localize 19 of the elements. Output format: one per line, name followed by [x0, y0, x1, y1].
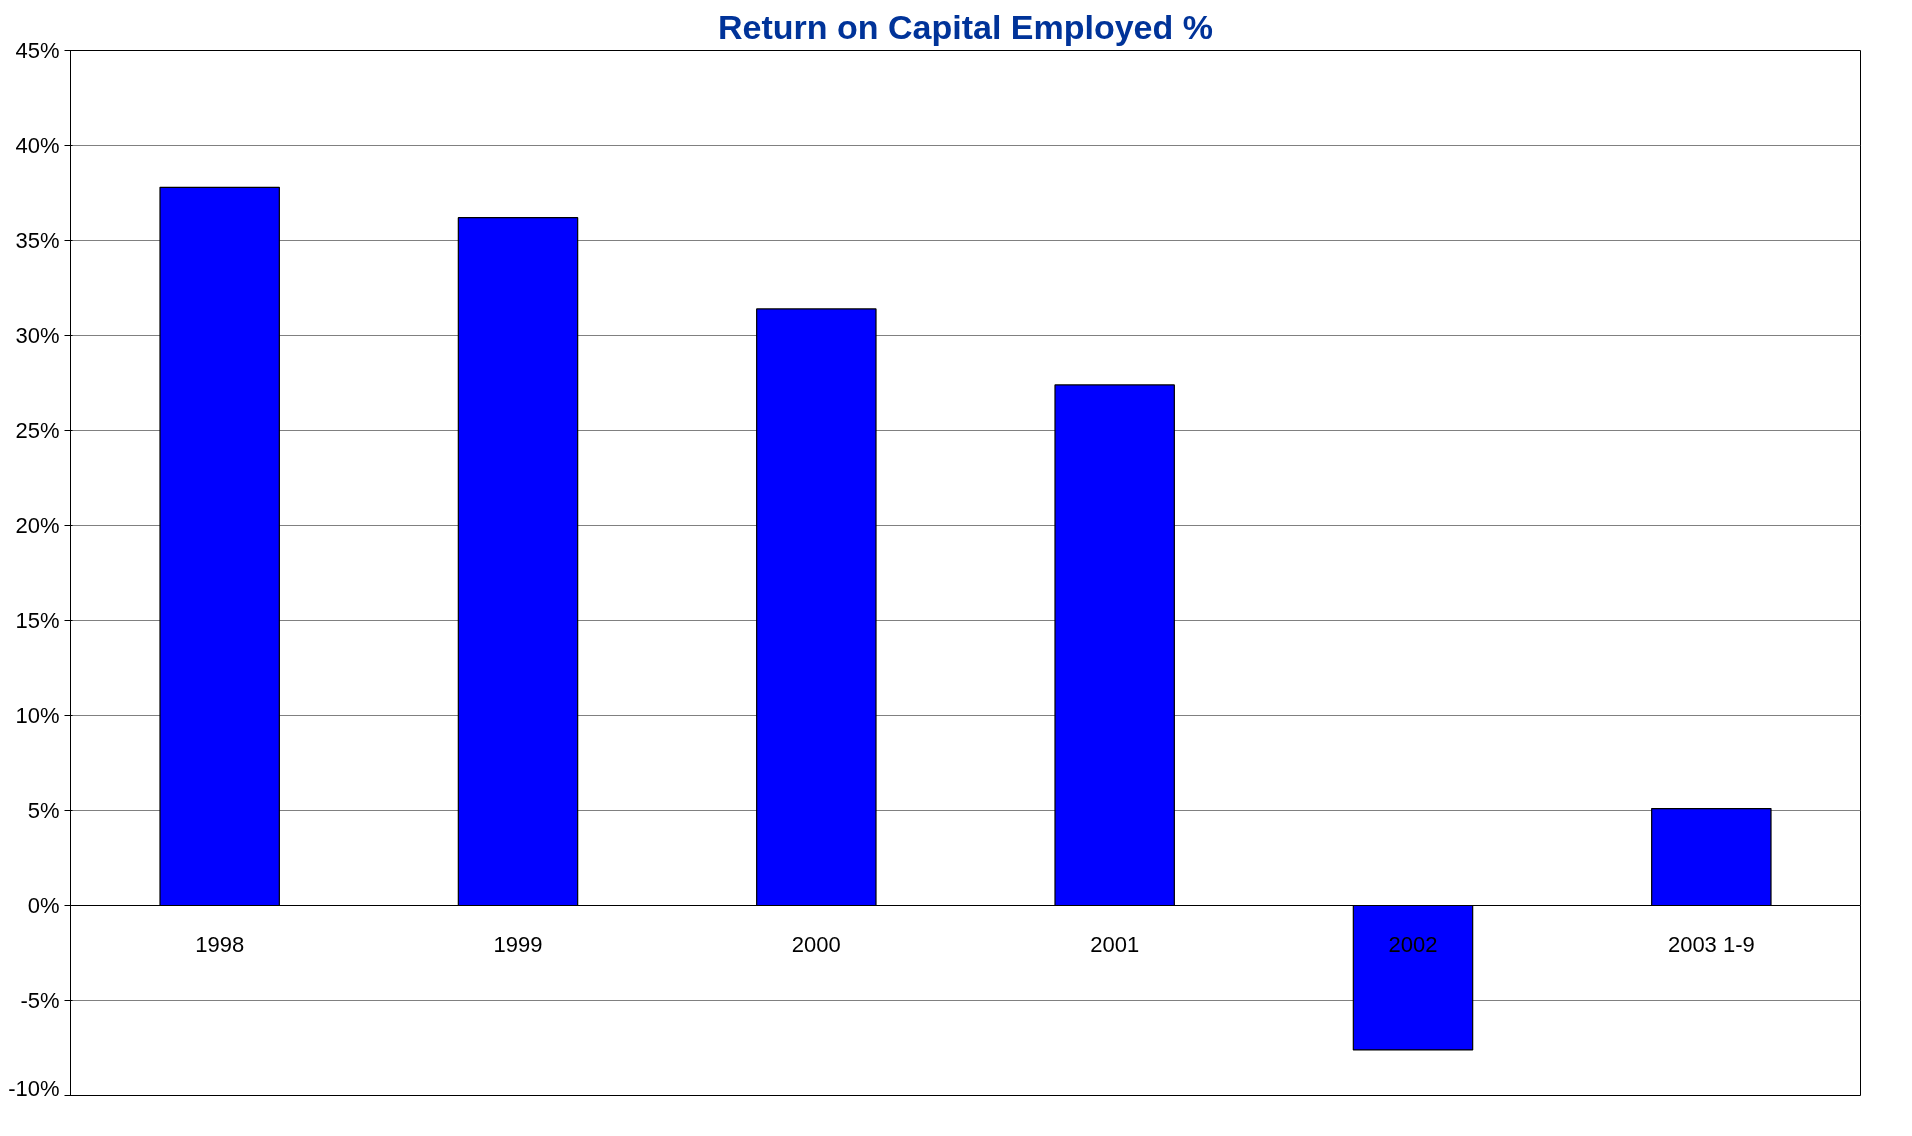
y-tick-label: 0%	[27, 893, 60, 918]
x-tick-label: 2000	[791, 931, 841, 957]
x-tick-label: 1999	[493, 931, 543, 957]
y-tick-label: 15%	[15, 608, 60, 633]
x-tick-label: 2001	[1090, 931, 1140, 957]
y-tick-label: 45%	[15, 38, 60, 63]
y-tick-label: -5%	[20, 988, 60, 1013]
x-tick-label: 1998	[195, 931, 245, 957]
y-tick-label: 20%	[15, 513, 60, 538]
y-tick-label: 25%	[15, 418, 60, 443]
chart-title: Return on Capital Employed %	[718, 7, 1213, 46]
y-tick-label: -10%	[8, 1075, 60, 1101]
y-tick-label: 35%	[15, 228, 60, 253]
y-tick-label: 30%	[15, 323, 60, 348]
y-tick-label: 10%	[15, 703, 60, 728]
y-tick-label: 5%	[27, 798, 60, 823]
x-tick-label: 2003 1-9	[1667, 931, 1755, 957]
x-tick-label: 2002	[1388, 931, 1438, 957]
y-tick-label: 40%	[15, 133, 60, 158]
